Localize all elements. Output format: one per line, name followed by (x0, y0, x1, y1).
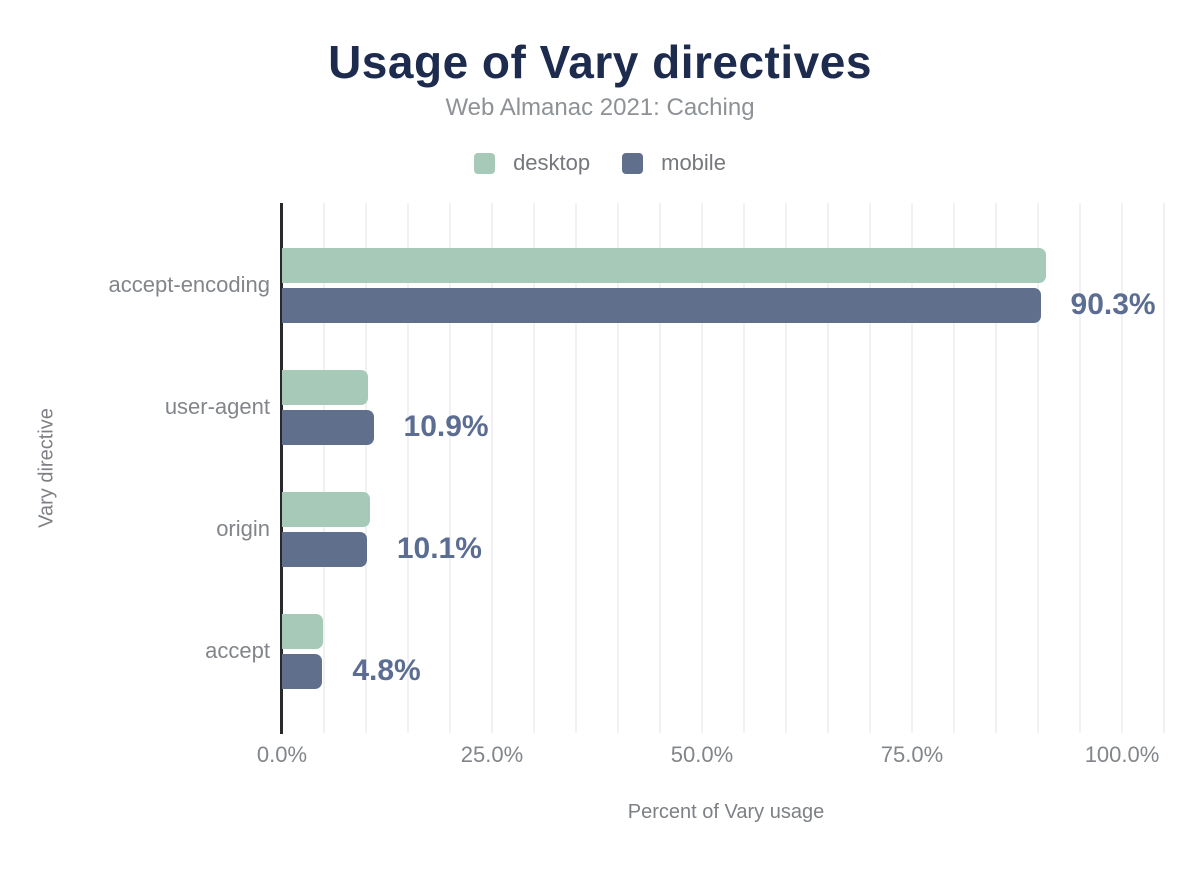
gridline (449, 203, 451, 733)
gridline (617, 203, 619, 733)
value-label-user-agent: 10.9% (403, 410, 489, 443)
x-tick-label: 50.0% (670, 742, 734, 767)
bar-desktop-accept-encoding (282, 247, 1046, 283)
legend-swatch-mobile (622, 152, 644, 174)
value-label-accept-encoding: 90.3% (1070, 288, 1156, 321)
category-label-accept: accept (205, 638, 270, 663)
gridline (659, 203, 661, 733)
value-label-accept: 4.8% (352, 654, 421, 687)
value-label-origin: 10.1% (396, 532, 482, 565)
gridline (827, 203, 829, 733)
gridline (1163, 203, 1165, 733)
gridline (533, 203, 535, 733)
gridline (1121, 203, 1123, 733)
bar-mobile-origin (282, 531, 367, 567)
gridline (575, 203, 577, 733)
bar-desktop-accept (282, 613, 324, 649)
plot-area (280, 203, 1170, 734)
bar-mobile-user-agent (282, 409, 374, 445)
x-tick-label: 25.0% (460, 742, 524, 767)
gridline (407, 203, 409, 733)
gridline (869, 203, 871, 733)
bar-desktop-user-agent (282, 369, 368, 405)
gridline (491, 203, 493, 733)
gridline (995, 203, 997, 733)
gridline (743, 203, 745, 733)
legend-item-desktop: desktop (474, 150, 590, 176)
category-label-origin: origin (216, 516, 270, 541)
gridline (701, 203, 703, 733)
bar-desktop-origin (282, 491, 371, 527)
x-tick-label: 0.0% (256, 742, 308, 767)
legend-label: mobile (661, 150, 726, 175)
legend: desktop mobile (0, 150, 1200, 176)
x-tick-label: 100.0% (1084, 742, 1160, 767)
x-tick-label: 75.0% (880, 742, 944, 767)
bar-mobile-accept-encoding (282, 287, 1041, 323)
bar-mobile-accept (282, 653, 323, 689)
y-axis-line (280, 203, 283, 734)
gridline (1037, 203, 1039, 733)
gridline (365, 203, 367, 733)
gridline (911, 203, 913, 733)
category-label-accept-encoding: accept-encoding (108, 272, 270, 297)
x-axis-title: Percent of Vary usage (627, 801, 825, 823)
gridline (785, 203, 787, 733)
chart-subtitle: Web Almanac 2021: Caching (445, 94, 755, 121)
legend-item-mobile: mobile (622, 150, 726, 176)
legend-label: desktop (513, 150, 591, 175)
gridline (323, 203, 325, 733)
y-axis-title: Vary directive (35, 408, 58, 528)
gridline (953, 203, 955, 733)
chart-title: Usage of Vary directives (328, 36, 872, 88)
gridline (1079, 203, 1081, 733)
category-label-user-agent: user-agent (164, 394, 270, 419)
legend-swatch-desktop (474, 152, 496, 174)
